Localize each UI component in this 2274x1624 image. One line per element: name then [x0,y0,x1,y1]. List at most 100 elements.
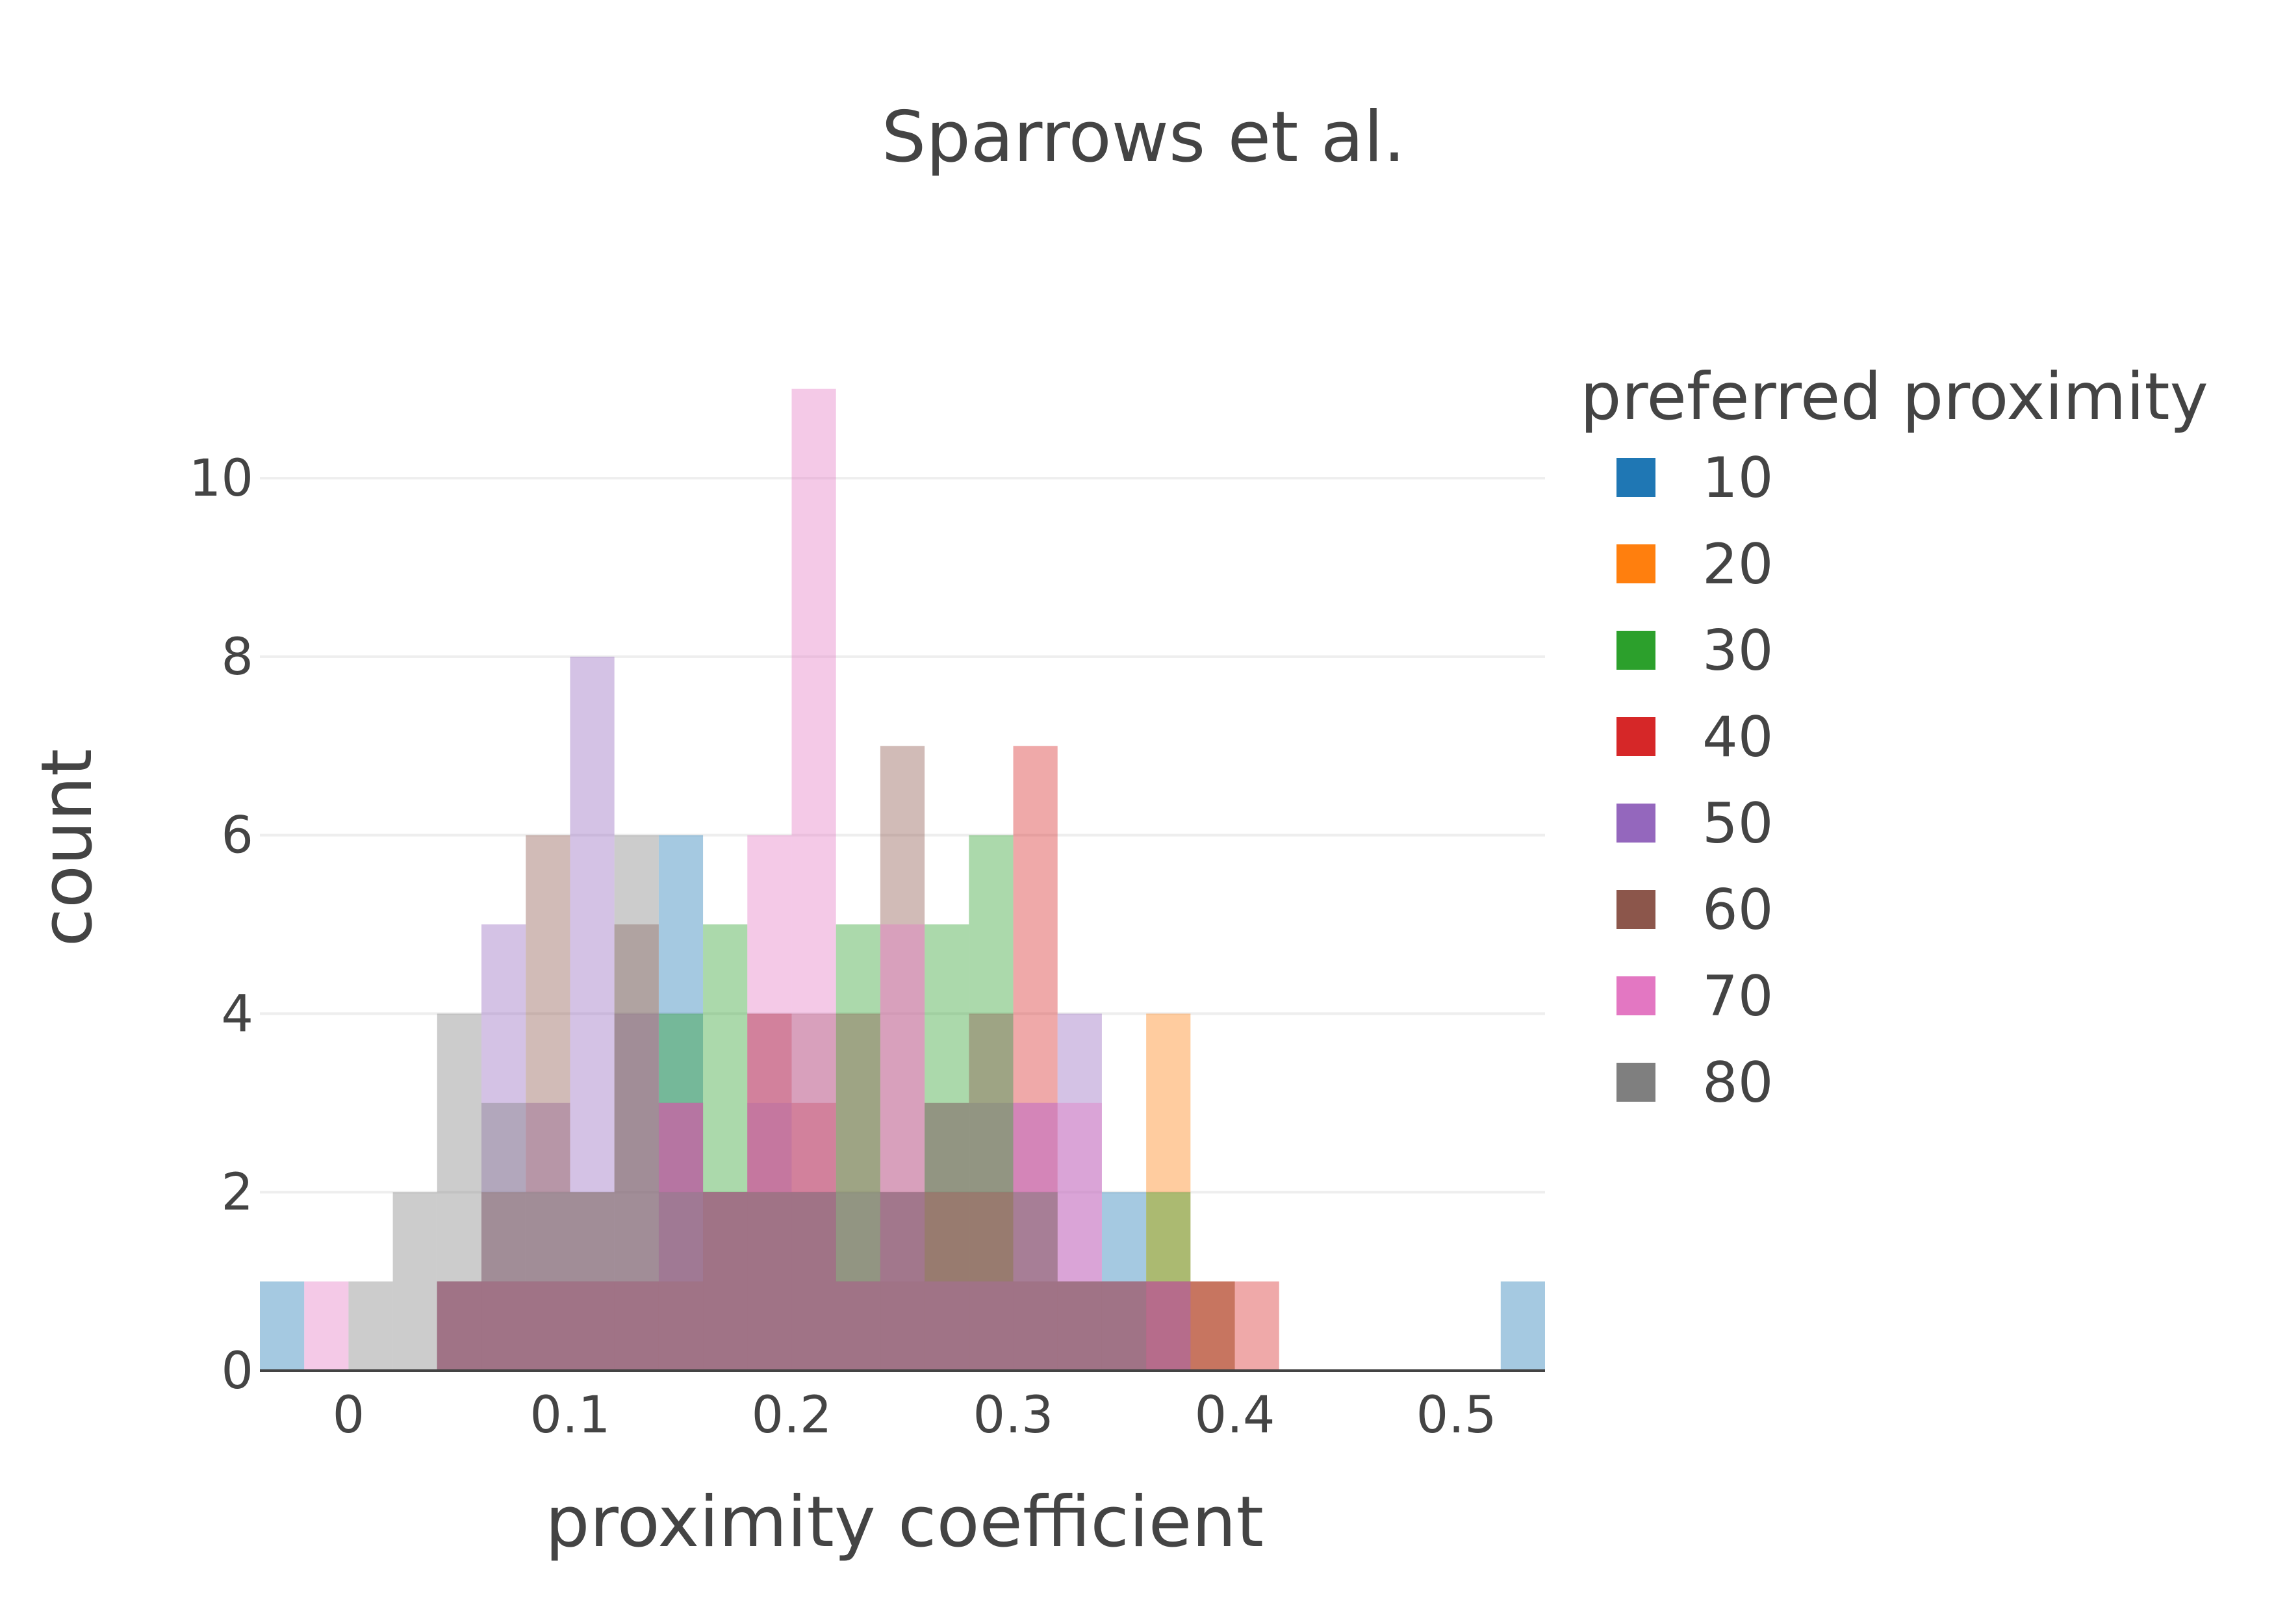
bar [658,1281,704,1371]
bar [1146,1281,1191,1371]
bar [1101,1281,1147,1371]
bar [880,1192,925,1371]
bar [703,1192,748,1371]
bar [925,1192,969,1371]
bar [880,1192,925,1371]
x-tick-label: 0.1 [530,1386,610,1445]
bar [526,835,570,1371]
bar [791,1192,836,1371]
legend-label: 70 [1702,964,1773,1029]
bar [969,1281,1014,1371]
bar [1057,1281,1102,1371]
legend-item-30[interactable]: 30 [1616,618,1773,683]
bar [836,1281,880,1371]
bar [570,1281,615,1371]
bar [481,924,526,1371]
bar [614,835,659,1371]
y-tick-label: 10 [189,450,253,508]
bar [1057,1281,1102,1371]
legend-item-10[interactable]: 10 [1616,446,1773,511]
bar [570,1281,615,1371]
bar [481,1281,526,1371]
bar [880,1192,925,1371]
bar [747,1192,792,1371]
legend-item-60[interactable]: 60 [1616,878,1773,943]
bar [437,1281,482,1371]
bar [526,1281,570,1371]
bar [1013,746,1058,1371]
legend-item-80[interactable]: 80 [1616,1050,1773,1115]
bar [880,1192,925,1371]
bar [1190,1281,1235,1371]
legend-label: 50 [1702,791,1773,856]
bar [791,388,836,1371]
legend-item-20[interactable]: 20 [1616,532,1773,597]
bar [614,1281,659,1371]
bar [1057,1013,1102,1371]
legend-label: 40 [1702,705,1773,770]
bar [747,1192,792,1371]
legend-swatch [1616,544,1655,583]
bar [791,1192,836,1371]
legend-item-50[interactable]: 50 [1616,791,1773,856]
bar [925,924,969,1371]
bar [658,1013,704,1371]
bar [1146,1013,1191,1371]
bar [348,1281,393,1371]
bar [481,1192,526,1371]
series-70 [304,388,1191,1371]
legend-swatch [1616,631,1655,670]
bar [791,1013,836,1371]
bar [481,1281,526,1371]
bar [614,1281,659,1371]
bar [747,1192,792,1371]
bar [437,1281,482,1371]
bar [1101,1281,1147,1371]
bar [570,1281,615,1371]
bar [658,1281,704,1371]
bar [481,1281,526,1371]
bar [1057,1102,1102,1371]
bar [658,1102,704,1371]
bar [658,1192,704,1371]
bar [703,1192,748,1371]
legend: 10 20 30 40 50 60 70 80 [1616,446,1773,1115]
bar [304,1281,349,1371]
bar [437,1281,482,1371]
legend-item-70[interactable]: 70 [1616,964,1773,1029]
bar [880,1281,925,1371]
bar [1013,1192,1058,1371]
bar [1190,1281,1235,1371]
bar [1190,1281,1235,1371]
bar [1101,1192,1147,1371]
bar [1057,1281,1102,1371]
bar [836,1281,880,1371]
legend-label: 30 [1702,618,1773,683]
bar [1101,1281,1147,1371]
series-40 [437,746,1279,1371]
bar [1057,1281,1102,1371]
bar [392,1192,437,1371]
bar [437,1281,482,1371]
bar [925,1102,969,1371]
bar [481,1281,526,1371]
bar [658,1102,704,1371]
bar [747,1013,792,1371]
bar [1146,1281,1191,1371]
series-80 [348,835,1147,1371]
y-tick-label: 0 [221,1342,253,1401]
series-30 [437,835,1191,1371]
bar [1101,1281,1147,1371]
y-tick-label: 6 [221,807,253,865]
bar [836,924,880,1371]
bar [1013,1281,1058,1371]
bar [703,924,748,1371]
bar [526,1281,570,1371]
bar [747,1102,792,1371]
series-10 [260,835,1545,1371]
bar [791,1192,836,1371]
legend-item-40[interactable]: 40 [1616,705,1773,770]
bar [969,1013,1014,1371]
series-60 [437,746,1235,1371]
